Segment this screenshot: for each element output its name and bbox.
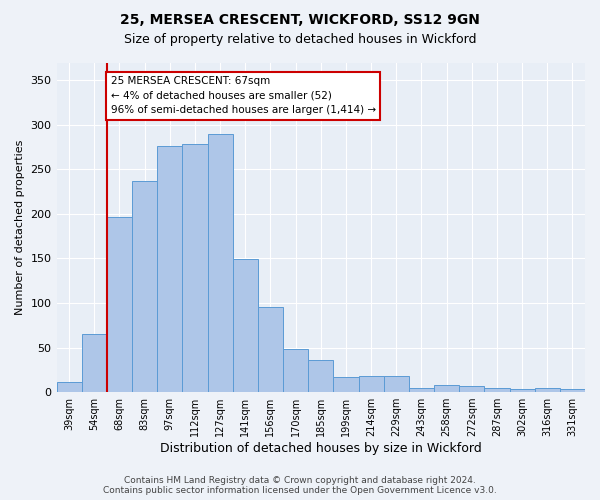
Bar — [509, 390, 535, 392]
Bar — [56, 382, 82, 392]
Bar — [383, 376, 409, 392]
Text: Contains HM Land Registry data © Crown copyright and database right 2024.
Contai: Contains HM Land Registry data © Crown c… — [103, 476, 497, 495]
Text: 25 MERSEA CRESCENT: 67sqm
← 4% of detached houses are smaller (52)
96% of semi-d: 25 MERSEA CRESCENT: 67sqm ← 4% of detach… — [110, 76, 376, 116]
Bar — [409, 388, 434, 392]
Bar — [359, 376, 383, 392]
X-axis label: Distribution of detached houses by size in Wickford: Distribution of detached houses by size … — [160, 442, 482, 455]
Bar — [107, 216, 132, 392]
Bar — [308, 360, 334, 392]
Bar — [459, 386, 484, 392]
Y-axis label: Number of detached properties: Number of detached properties — [15, 140, 25, 315]
Bar — [157, 146, 182, 392]
Bar — [233, 260, 258, 392]
Bar — [560, 390, 585, 392]
Bar — [132, 181, 157, 392]
Bar — [82, 334, 107, 392]
Bar — [434, 385, 459, 392]
Text: Size of property relative to detached houses in Wickford: Size of property relative to detached ho… — [124, 32, 476, 46]
Bar — [208, 134, 233, 392]
Bar — [182, 144, 208, 392]
Bar — [258, 308, 283, 392]
Bar — [484, 388, 509, 392]
Bar — [334, 377, 359, 392]
Bar — [535, 388, 560, 392]
Bar — [283, 350, 308, 392]
Text: 25, MERSEA CRESCENT, WICKFORD, SS12 9GN: 25, MERSEA CRESCENT, WICKFORD, SS12 9GN — [120, 12, 480, 26]
